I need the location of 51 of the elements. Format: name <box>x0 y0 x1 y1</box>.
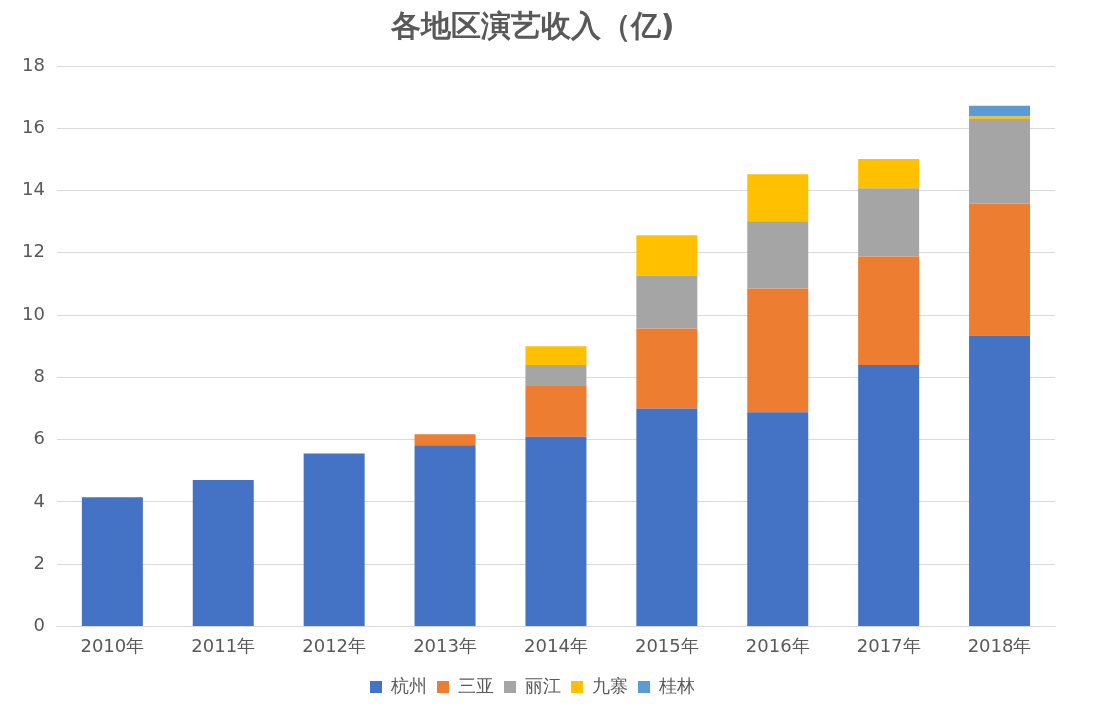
chart-title: 各地区演艺收入（亿) <box>389 7 675 43</box>
x-tick-label: 2018年 <box>967 634 1032 656</box>
bar <box>858 188 920 257</box>
bar <box>636 275 698 329</box>
x-tick-label: 2013年 <box>413 634 477 656</box>
y-tick-label: 14 <box>22 178 45 200</box>
bar <box>81 497 143 626</box>
y-tick-label: 2 <box>33 551 45 573</box>
x-tick-label: 2017年 <box>856 634 921 656</box>
x-tick-label: 2012年 <box>302 634 367 656</box>
x-tick-label: 2016年 <box>745 634 810 656</box>
bar <box>969 335 1031 626</box>
legend-label: 九寨 <box>592 674 628 696</box>
bar <box>747 221 809 289</box>
legend-label: 三亚 <box>458 674 494 696</box>
bar <box>303 453 365 626</box>
bar <box>636 328 698 409</box>
bar <box>414 445 476 626</box>
bar <box>969 203 1031 336</box>
bar <box>525 346 587 365</box>
bar <box>192 480 254 626</box>
bar <box>525 386 587 437</box>
bar <box>969 105 1031 117</box>
x-tick-label: 2011年 <box>191 634 256 656</box>
bar <box>858 256 920 365</box>
y-tick-label: 12 <box>22 240 45 262</box>
legend-label: 桂林 <box>658 674 695 696</box>
y-tick-label: 16 <box>22 115 45 137</box>
x-tick-label: 2010年 <box>80 634 145 656</box>
bar <box>525 364 587 387</box>
y-tick-label: 0 <box>33 614 45 636</box>
y-tick-label: 4 <box>33 489 45 511</box>
y-tick-label: 10 <box>22 302 45 324</box>
y-tick-label: 8 <box>33 365 45 387</box>
bar <box>747 174 809 222</box>
bar <box>636 235 698 276</box>
x-tick-label: 2014年 <box>524 634 588 656</box>
bar <box>747 288 809 413</box>
x-tick-label: 2015年 <box>634 634 699 656</box>
y-tick-label: 18 <box>22 53 45 75</box>
bar <box>525 436 587 626</box>
bar <box>636 408 698 626</box>
bar <box>969 116 1031 119</box>
bar <box>414 434 476 446</box>
bar <box>969 118 1031 204</box>
bar <box>858 159 920 189</box>
bar <box>858 364 920 626</box>
y-tick-label: 6 <box>33 427 45 449</box>
bar <box>747 412 809 626</box>
legend-label: 杭州 <box>390 674 427 696</box>
legend-label: 丽江 <box>525 674 561 696</box>
